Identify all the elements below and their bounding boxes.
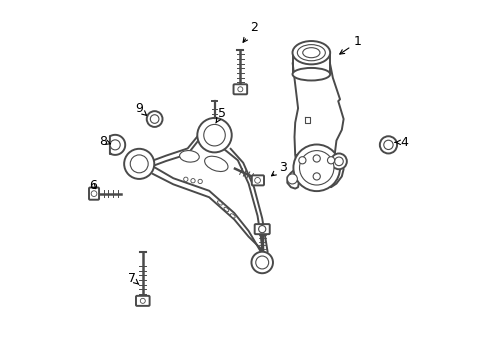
Circle shape (335, 157, 343, 166)
Circle shape (147, 111, 163, 127)
Circle shape (384, 140, 393, 149)
Circle shape (130, 155, 148, 173)
FancyBboxPatch shape (234, 84, 247, 94)
Circle shape (331, 153, 347, 169)
Ellipse shape (179, 150, 199, 162)
Text: 2: 2 (243, 21, 258, 42)
Circle shape (327, 157, 335, 164)
Text: 5: 5 (216, 107, 226, 123)
Polygon shape (224, 149, 268, 252)
Circle shape (191, 179, 195, 183)
Circle shape (255, 177, 260, 183)
Ellipse shape (303, 48, 320, 58)
Circle shape (251, 252, 273, 273)
Polygon shape (153, 167, 264, 252)
FancyBboxPatch shape (252, 175, 264, 185)
Text: 4: 4 (395, 136, 409, 149)
FancyBboxPatch shape (136, 296, 149, 306)
Polygon shape (153, 131, 202, 166)
Circle shape (259, 226, 266, 233)
Polygon shape (305, 117, 310, 123)
Text: 3: 3 (271, 161, 287, 176)
Circle shape (256, 256, 269, 269)
Text: 6: 6 (89, 179, 97, 192)
Ellipse shape (293, 68, 330, 81)
Circle shape (140, 298, 146, 303)
Circle shape (184, 177, 188, 181)
Polygon shape (287, 169, 299, 189)
FancyBboxPatch shape (89, 188, 99, 200)
Circle shape (313, 155, 320, 162)
Circle shape (287, 174, 297, 184)
Circle shape (238, 87, 243, 92)
Text: 1: 1 (340, 35, 362, 54)
Ellipse shape (297, 45, 325, 61)
Polygon shape (110, 135, 125, 155)
Ellipse shape (224, 207, 229, 212)
Circle shape (150, 115, 159, 123)
Ellipse shape (293, 41, 330, 64)
Circle shape (299, 157, 306, 164)
Circle shape (294, 144, 340, 191)
Circle shape (124, 149, 154, 179)
Text: 8: 8 (99, 135, 111, 148)
Circle shape (204, 125, 225, 146)
FancyBboxPatch shape (255, 224, 270, 234)
Text: 9: 9 (135, 103, 147, 116)
Ellipse shape (205, 156, 228, 171)
Circle shape (313, 173, 320, 180)
Circle shape (198, 179, 202, 184)
Ellipse shape (218, 201, 222, 205)
Ellipse shape (230, 214, 235, 218)
Circle shape (91, 191, 97, 197)
Text: 7: 7 (128, 272, 139, 285)
Polygon shape (297, 148, 339, 187)
Circle shape (197, 118, 232, 152)
Circle shape (299, 150, 334, 185)
Circle shape (380, 136, 397, 153)
Circle shape (110, 140, 120, 150)
